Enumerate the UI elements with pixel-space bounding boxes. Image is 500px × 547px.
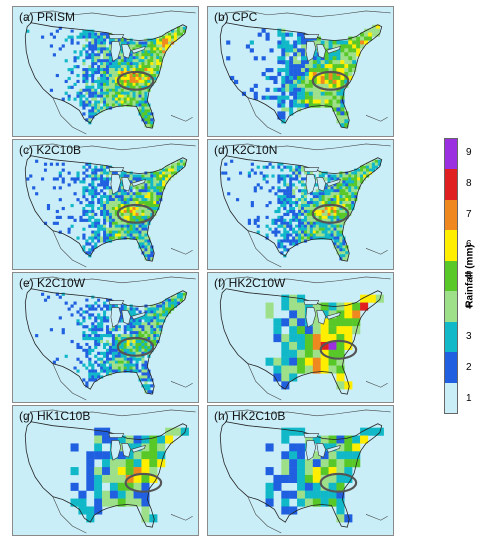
map-panel-e: (e) K2C10W bbox=[12, 272, 199, 403]
us-outline bbox=[219, 22, 383, 129]
panel-label-b: (b) CPC bbox=[214, 10, 258, 24]
colorbar-tick: 1 bbox=[466, 392, 472, 404]
panel-label-g: (g) HK1C10B bbox=[19, 409, 91, 423]
colorbar-tick: 4 bbox=[466, 300, 472, 312]
us-outline bbox=[24, 155, 188, 262]
colorbar-segment bbox=[445, 169, 457, 200]
rainfall-map-c bbox=[24, 143, 196, 268]
panel-label-e: (e) K2C10W bbox=[19, 276, 86, 290]
rainfall-map-a bbox=[24, 10, 196, 135]
colorbar-segment bbox=[445, 291, 457, 322]
highlight-ellipse bbox=[319, 472, 358, 493]
colorbar-segment bbox=[445, 230, 457, 261]
colorbar-segment bbox=[445, 260, 457, 292]
highlight-ellipse bbox=[116, 336, 155, 357]
colorbar-title: Rainfall (mm) bbox=[464, 244, 476, 308]
colorbar-tick: 8 bbox=[466, 178, 472, 189]
map-panel-d: (d) K2C10N bbox=[207, 139, 394, 270]
colorbar-segment bbox=[445, 382, 457, 413]
colorbar bbox=[444, 138, 458, 414]
colorbar-tick: 9 bbox=[466, 147, 472, 159]
highlight-ellipse bbox=[311, 203, 350, 224]
us-outline bbox=[24, 288, 188, 395]
map-panel-h: (h) HK2C10B bbox=[207, 405, 394, 536]
rainfall-map-e bbox=[24, 276, 196, 401]
colorbar-segment bbox=[445, 352, 457, 383]
map-panel-f: (f) HK2C10W bbox=[207, 272, 394, 403]
highlight-ellipse bbox=[124, 472, 163, 493]
colorbar-tick: 5 bbox=[466, 270, 472, 281]
colorbar-segment bbox=[445, 139, 457, 170]
panel-label-d: (d) K2C10N bbox=[214, 143, 278, 157]
us-outline bbox=[219, 288, 383, 395]
us-outline bbox=[24, 421, 188, 528]
colorbar-tick: 3 bbox=[466, 331, 472, 343]
highlight-ellipse bbox=[319, 339, 358, 360]
rainfall-map-g bbox=[24, 409, 196, 534]
us-outline bbox=[24, 22, 188, 129]
map-panel-a: (a) PRISM bbox=[12, 6, 199, 137]
map-panel-g: (g) HK1C10B bbox=[12, 405, 199, 536]
us-outline bbox=[219, 421, 383, 528]
panel-label-c: (c) K2C10B bbox=[19, 143, 82, 157]
rainfall-map-h bbox=[219, 409, 391, 534]
rainfall-map-b bbox=[219, 10, 391, 135]
rainfall-map-f bbox=[219, 276, 391, 401]
colorbar-tick: 2 bbox=[466, 362, 472, 373]
highlight-ellipse bbox=[116, 70, 155, 91]
map-panel-b: (b) CPC bbox=[207, 6, 394, 137]
panel-label-a: (a) PRISM bbox=[19, 10, 76, 24]
colorbar-tick: 7 bbox=[466, 208, 472, 220]
panel-label-f: (f) HK2C10W bbox=[214, 276, 286, 290]
highlight-ellipse bbox=[311, 70, 350, 91]
map-panel-c: (c) K2C10B bbox=[12, 139, 199, 270]
highlight-ellipse bbox=[116, 203, 155, 224]
us-outline bbox=[219, 155, 383, 262]
colorbar-segment bbox=[445, 199, 457, 231]
panel-label-h: (h) HK2C10B bbox=[214, 409, 286, 423]
rainfall-map-d bbox=[219, 143, 391, 268]
colorbar-segment bbox=[445, 321, 457, 353]
colorbar-tick: 6 bbox=[466, 239, 472, 251]
